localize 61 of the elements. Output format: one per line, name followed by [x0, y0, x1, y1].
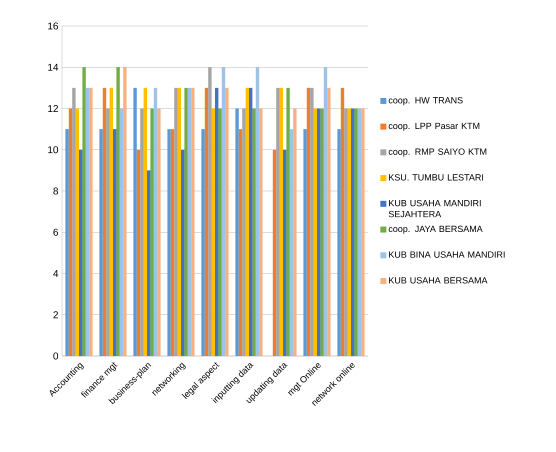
bar — [123, 67, 127, 356]
bar — [133, 88, 137, 356]
bar — [178, 88, 181, 356]
legend-label: KUB BINA USAHA MANDIRI — [389, 251, 505, 258]
bar — [147, 170, 150, 356]
bar — [280, 88, 283, 356]
y-tick-label: 0 — [53, 352, 58, 360]
bar — [225, 88, 229, 356]
bar — [191, 88, 195, 356]
y-tick-label: 16 — [48, 22, 58, 30]
legend-label: KUB USAHA BERSAMA — [389, 277, 488, 284]
y-tick-label: 10 — [48, 146, 58, 154]
bar — [65, 129, 69, 356]
bar — [212, 108, 215, 356]
legend-label: KUB USAHA MANDIRI SEJAHTERA — [388, 200, 481, 218]
legend-label: coop. JAYA BERSAMA — [388, 226, 483, 234]
bar — [286, 88, 290, 356]
bar — [252, 108, 256, 356]
bar — [116, 67, 120, 356]
y-tick-label: 2 — [53, 311, 58, 318]
legend-label: coop. HW TRANS — [388, 97, 463, 106]
bar — [99, 129, 103, 356]
bar — [167, 129, 171, 356]
y-tick-label: 14 — [48, 64, 58, 71]
bar — [113, 129, 116, 356]
bar — [184, 88, 188, 356]
bar — [361, 108, 365, 356]
bar — [157, 108, 161, 356]
bar — [214, 88, 218, 356]
bar — [348, 108, 351, 356]
bar — [218, 108, 222, 356]
bar — [293, 108, 297, 356]
bar — [327, 88, 331, 356]
y-tick-label: 4 — [53, 270, 58, 277]
bar — [303, 129, 307, 356]
legend-label: coop. LPP Pasar KTM — [388, 122, 480, 131]
bar — [201, 129, 205, 356]
bar — [235, 108, 239, 356]
bar — [76, 108, 79, 356]
legend-label: coop. RMP SAIYO KTM — [388, 148, 486, 157]
bar — [320, 108, 324, 356]
bar — [350, 108, 354, 356]
bar — [82, 67, 86, 356]
bar — [180, 150, 184, 356]
bar — [110, 88, 113, 356]
bar — [314, 108, 317, 356]
bar — [316, 108, 320, 356]
y-tick-label: 8 — [53, 187, 58, 195]
bar — [144, 88, 147, 356]
y-tick-label: 6 — [53, 228, 58, 236]
bar — [150, 108, 154, 356]
legend-label: KSU. TUMBU LESTARI — [389, 174, 484, 181]
bar — [79, 150, 82, 356]
bar — [246, 88, 249, 356]
bar — [89, 88, 93, 356]
bar — [259, 108, 263, 356]
bar — [354, 108, 358, 356]
bar — [248, 88, 252, 356]
bar — [282, 150, 286, 356]
y-tick-label: 12 — [48, 105, 58, 112]
bar — [337, 129, 341, 356]
